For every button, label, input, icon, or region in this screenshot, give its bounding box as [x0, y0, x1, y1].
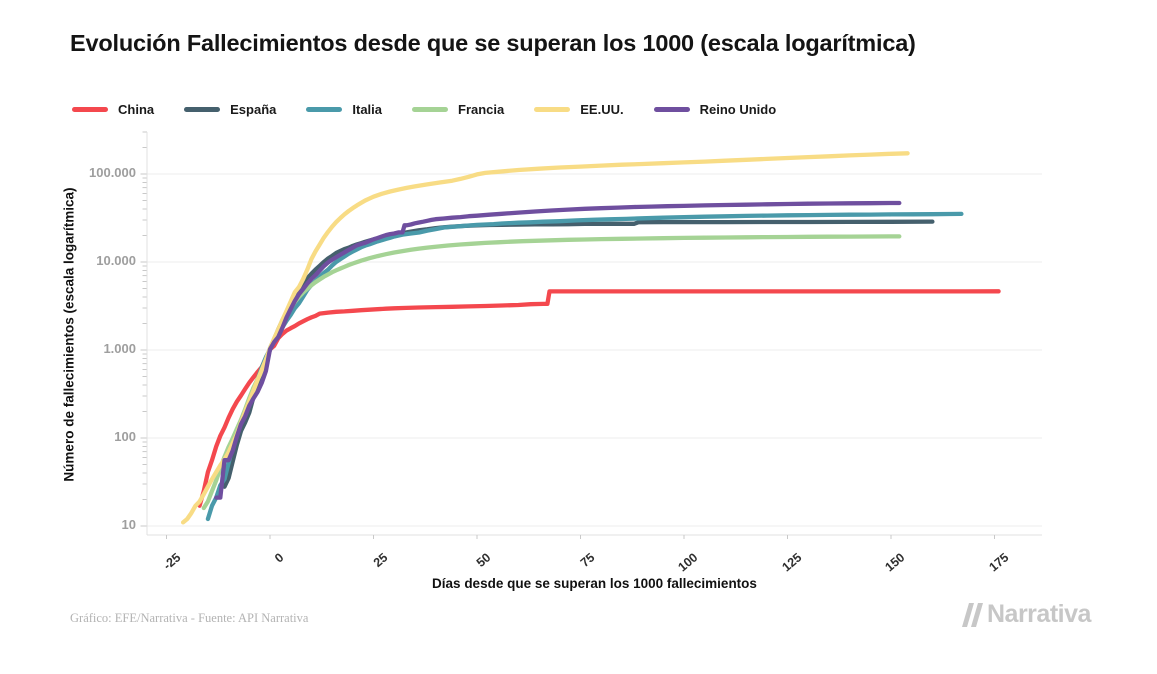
- narrativa-logo-icon: [962, 602, 983, 627]
- legend: China España Italia Francia EE.UU. Reino Unid…: [72, 102, 806, 117]
- legend-item-italia: Italia: [306, 102, 382, 117]
- legend-item-ee-uu: EE.UU.: [534, 102, 624, 117]
- x-tick-label-0: 0: [272, 550, 287, 566]
- x-tick-label-25: 25: [370, 550, 390, 570]
- legend-swatch-espa-a: [184, 107, 221, 112]
- legend-label-china: China: [118, 102, 155, 117]
- legend-swatch-italia: [306, 107, 343, 112]
- footer-credit: Gráfico: EFE/Narrativa - Fuente: API Nar…: [70, 611, 309, 625]
- series-line-francia: [201, 234, 902, 511]
- x-tick-label-125: 125: [778, 550, 804, 575]
- x-tick-label-100: 100: [675, 550, 701, 575]
- series-line-espa-a: [222, 219, 935, 489]
- legend-item-china: China: [72, 102, 154, 117]
- narrativa-logo: Narrativa: [961, 600, 1091, 629]
- narrativa-logo-text: Narrativa: [987, 600, 1091, 628]
- y-tick-label-100: 100: [114, 429, 136, 444]
- series-line-reino-unido: [214, 200, 902, 500]
- legend-swatch-francia: [412, 107, 448, 112]
- legend-item-reino-unido: Reino Unido: [653, 102, 777, 117]
- y-axis-title: Número de fallecimientos (escala logarít…: [61, 187, 77, 482]
- x-tick-label--25: -25: [160, 550, 183, 573]
- x-tick-label-150: 150: [882, 550, 908, 575]
- chart-title: Evolución Fallecimientos desde que se su…: [70, 30, 916, 56]
- legend-label-ee-uu: EE.UU.: [580, 102, 624, 117]
- y-tick-label-100.000: 100.000: [89, 165, 136, 180]
- legend-item-espa-a: España: [184, 102, 276, 117]
- series-line-italia: [205, 211, 964, 522]
- y-tick-label-10.000: 10.000: [96, 253, 136, 268]
- legend-item-francia: Francia: [412, 102, 504, 117]
- legend-label-italia: Italia: [352, 102, 382, 117]
- x-tick-label-50: 50: [473, 550, 494, 570]
- x-tick-label-75: 75: [577, 550, 597, 570]
- x-tick-label-175: 175: [985, 550, 1011, 575]
- legend-label-francia: Francia: [458, 102, 505, 117]
- y-tick-label-1.000: 1.000: [103, 341, 136, 356]
- legend-label-espa-a: España: [230, 102, 277, 117]
- y-tick-label-10: 10: [121, 517, 136, 532]
- series-line-china: [197, 289, 1001, 508]
- legend-swatch-reino-unido: [653, 107, 690, 112]
- legend-label-reino-unido: Reino Unido: [699, 102, 777, 117]
- x-axis-title: Días desde que se superan los 1000 falle…: [432, 576, 757, 591]
- legend-swatch-china: [72, 107, 108, 112]
- legend-swatch-ee-uu: [534, 107, 571, 112]
- series-line-ee-uu: [180, 151, 910, 525]
